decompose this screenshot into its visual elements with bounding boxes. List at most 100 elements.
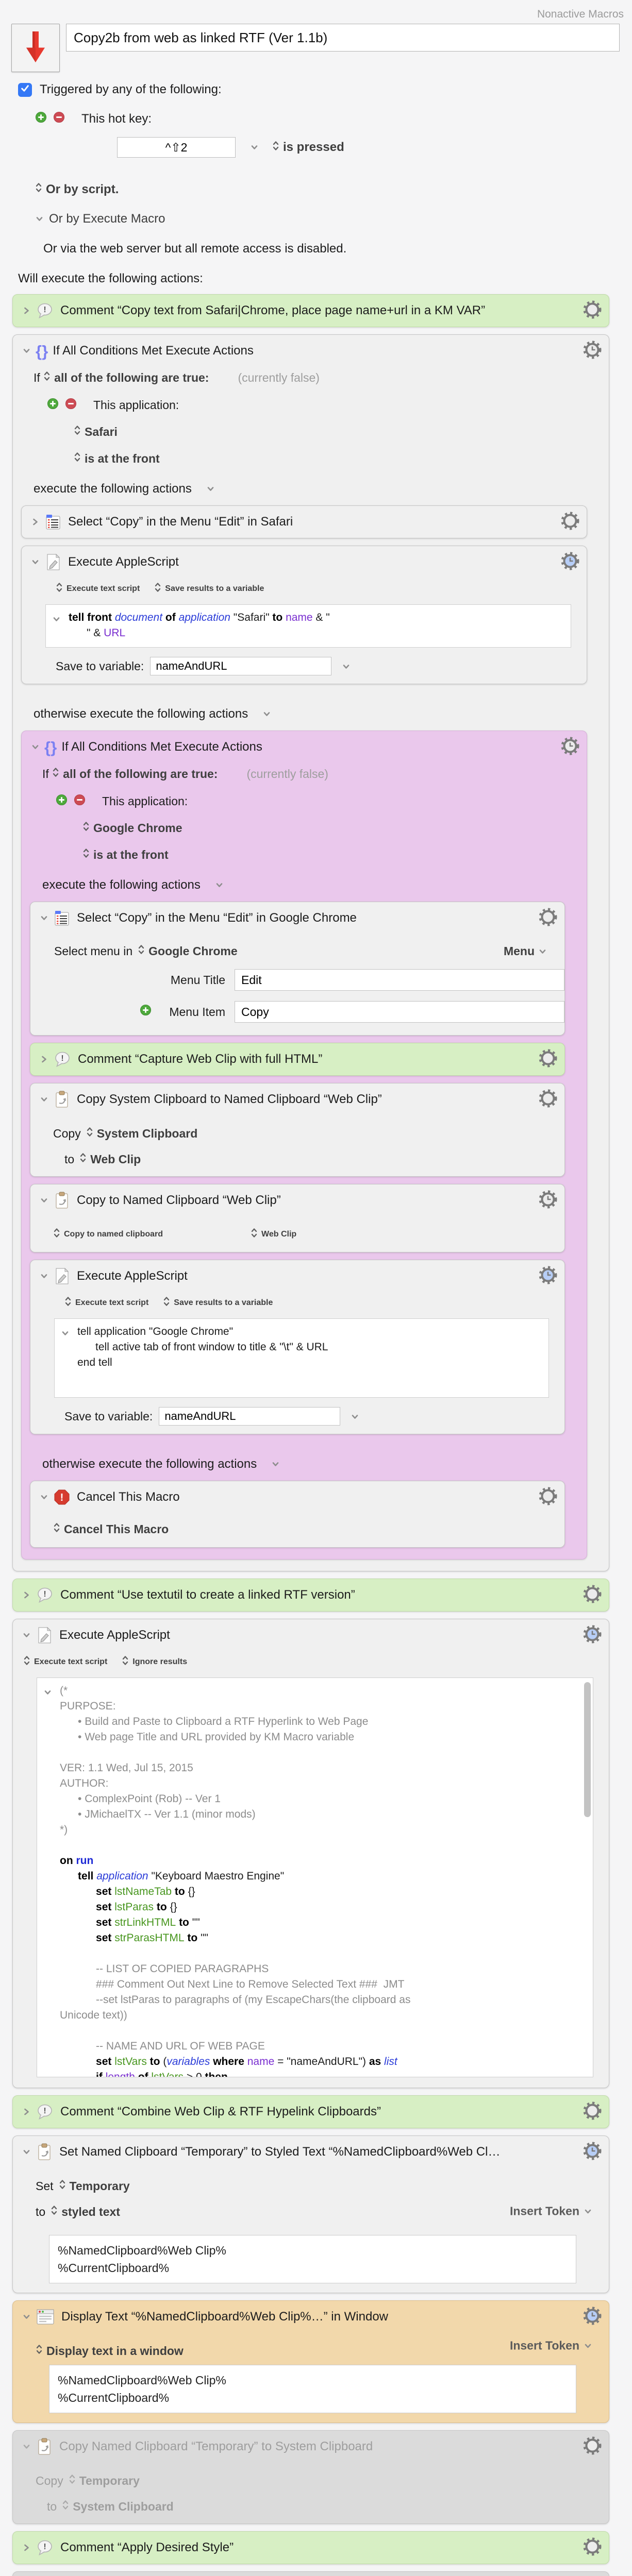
results-mode-popup[interactable]: Save results to a variable [163,1295,273,1310]
code-disclosure-icon[interactable] [52,612,61,628]
action-applescript-safari[interactable]: Execute AppleScript Execute text script … [21,546,587,684]
chevron-down-icon[interactable] [255,707,271,721]
disclosure-expanded-icon[interactable] [38,1197,50,1204]
applescript-code-editor[interactable]: tell application "Google Chrome" tell ac… [54,1318,549,1398]
remove-condition-button[interactable] [74,794,86,809]
dest-popup[interactable]: System Clipboard [62,2499,174,2514]
variable-dropdown-icon[interactable] [337,659,351,673]
action-comment-apply-style[interactable]: ! Comment “Apply Desired Style” [12,2531,609,2564]
menu-title-input[interactable] [235,969,564,991]
insert-token-button[interactable]: Insert Token [510,2339,592,2353]
menu-button[interactable]: Menu [504,944,547,958]
display-text-editor[interactable]: %NamedClipboard%Web Clip% %CurrentClipbo… [49,2365,576,2413]
gear-icon[interactable] [582,299,603,320]
action-display-text[interactable]: Display Text “%NamedClipboard%Web Clip%…… [12,2300,609,2423]
add-condition-button[interactable] [47,398,59,413]
action-cancel-macro[interactable]: ! Cancel This Macro Cancel This Macro [30,1481,565,1548]
front-popup[interactable]: is at the front [82,847,169,862]
disclosure-collapsed-icon[interactable] [20,1590,32,1600]
gear-clock-icon[interactable] [560,736,580,756]
copy-mode-popup[interactable]: Copy to named clipboard [53,1227,163,1242]
chevron-down-icon[interactable] [208,878,224,892]
disclosure-collapsed-icon[interactable] [20,2543,32,2552]
gear-icon[interactable] [538,907,558,927]
conditions-mode-popup[interactable]: all of the following are true: [52,766,218,782]
gear-icon[interactable] [582,1584,603,1604]
dest-clipboard-popup[interactable]: Web Clip [79,1151,141,1167]
app-popup[interactable]: Google Chrome [82,820,182,836]
applescript-code-editor[interactable]: tell front document of application "Safa… [45,604,571,648]
action-apply-style[interactable]: Apply Style to System Clipboard [12,2571,609,2576]
code-disclosure-icon[interactable] [43,1685,52,1701]
add-condition-button[interactable] [56,794,68,809]
action-if-safari[interactable]: { } If All Conditions Met Execute Action… [12,334,609,1571]
disclosure-collapsed-icon[interactable] [29,517,41,527]
disclosure-expanded-icon[interactable] [20,347,32,354]
disclosure-expanded-icon[interactable] [38,1096,50,1103]
select-menu-app-popup[interactable]: Google Chrome [138,943,238,959]
action-copy-to-named[interactable]: Copy to Named Clipboard “Web Clip” Copy … [30,1184,565,1252]
chevron-down-icon[interactable] [264,1457,280,1471]
gear-clock-icon[interactable] [560,551,580,571]
action-select-copy-chrome[interactable]: Select “Copy” in the Menu “Edit” in Goog… [30,902,565,1036]
action-if-chrome[interactable]: { } If All Conditions Met Execute Action… [21,731,587,1560]
disclosure-collapsed-icon[interactable] [38,1055,50,1064]
remove-trigger-button[interactable] [53,111,65,127]
cancel-mode-popup[interactable]: Cancel This Macro [53,1521,169,1537]
macro-name-input[interactable] [66,24,620,52]
gear-clock-icon[interactable] [538,1189,558,1210]
script-mode-popup[interactable]: Execute text script [64,1295,148,1310]
gear-clock-icon[interactable] [582,2306,603,2326]
conditions-mode-popup[interactable]: all of the following are true: [43,370,209,385]
disclosure-expanded-icon[interactable] [38,1494,50,1501]
gear-icon[interactable] [560,511,580,531]
disclosure-expanded-icon[interactable] [20,2148,32,2156]
gear-icon[interactable] [538,1048,558,1069]
action-comment-textutil[interactable]: ! Comment “Use textutil to create a link… [12,1579,609,1612]
disclosure-expanded-icon[interactable] [29,558,41,566]
results-mode-popup[interactable]: Ignore results [122,1654,187,1669]
action-copy-temp-to-system[interactable]: Copy Named Clipboard “Temporary” to Syst… [12,2430,609,2524]
styled-text-editor[interactable]: %NamedClipboard%Web Clip% %CurrentClipbo… [49,2235,576,2283]
execute-macro-disclosure-icon[interactable] [35,212,44,226]
disclosure-expanded-icon[interactable] [29,743,41,751]
action-set-named-clipboard[interactable]: Set Named Clipboard “Temporary” to Style… [12,2136,609,2293]
clipboard-popup[interactable]: Temporary [59,2178,130,2194]
add-menu-item-button[interactable] [140,1004,152,1019]
action-applescript-rtf[interactable]: Execute AppleScript Execute text script … [12,1619,609,2088]
gear-icon[interactable] [582,2536,603,2557]
gear-clock-icon[interactable] [538,1265,558,1285]
macro-icon-well[interactable] [11,24,60,72]
source-clipboard-popup[interactable]: System Clipboard [86,1126,197,1141]
source-popup[interactable]: Temporary [69,2473,140,2488]
applescript-code-editor[interactable]: (* PURPOSE: • Build and Paste to Clipboar… [37,1677,593,2077]
gear-icon[interactable] [538,1486,558,1506]
gear-clock-icon[interactable] [582,2141,603,2161]
script-mode-popup[interactable]: Execute text script [23,1654,107,1669]
disclosure-expanded-icon[interactable] [20,1632,32,1639]
disclosure-expanded-icon[interactable] [20,2313,32,2320]
scrollbar-thumb[interactable] [584,1682,591,1817]
insert-token-button[interactable]: Insert Token [510,2205,592,2218]
disclosure-expanded-icon[interactable] [38,914,50,922]
chevron-down-icon[interactable] [199,482,215,496]
app-popup[interactable]: Safari [74,424,118,439]
hot-key-input[interactable] [117,137,236,158]
menu-item-input[interactable] [235,1001,564,1023]
disclosure-collapsed-icon[interactable] [20,306,32,315]
code-disclosure-icon[interactable] [61,1326,70,1342]
gear-clock-icon[interactable] [582,1624,603,1645]
add-trigger-button[interactable] [35,111,47,127]
display-mode-popup[interactable]: Display text in a window [36,2343,184,2359]
action-comment-combine[interactable]: ! Comment “Combine Web Clip & RTF Hypeli… [12,2095,609,2128]
triggered-checkbox[interactable] [18,82,32,97]
hot-key-dropdown-icon[interactable] [243,140,259,155]
remove-condition-button[interactable] [65,398,77,413]
action-applescript-chrome[interactable]: Execute AppleScript Execute text script … [30,1260,565,1434]
disclosure-collapsed-icon[interactable] [20,2107,32,2116]
variable-dropdown-icon[interactable] [345,1410,359,1423]
gear-clock-icon[interactable] [582,340,603,360]
hot-key-mode-popup[interactable]: is pressed [272,140,344,156]
disclosure-expanded-icon[interactable] [20,2443,32,2450]
action-comment-copy-text[interactable]: ! Comment “Copy text from Safari|Chrome,… [12,294,609,327]
